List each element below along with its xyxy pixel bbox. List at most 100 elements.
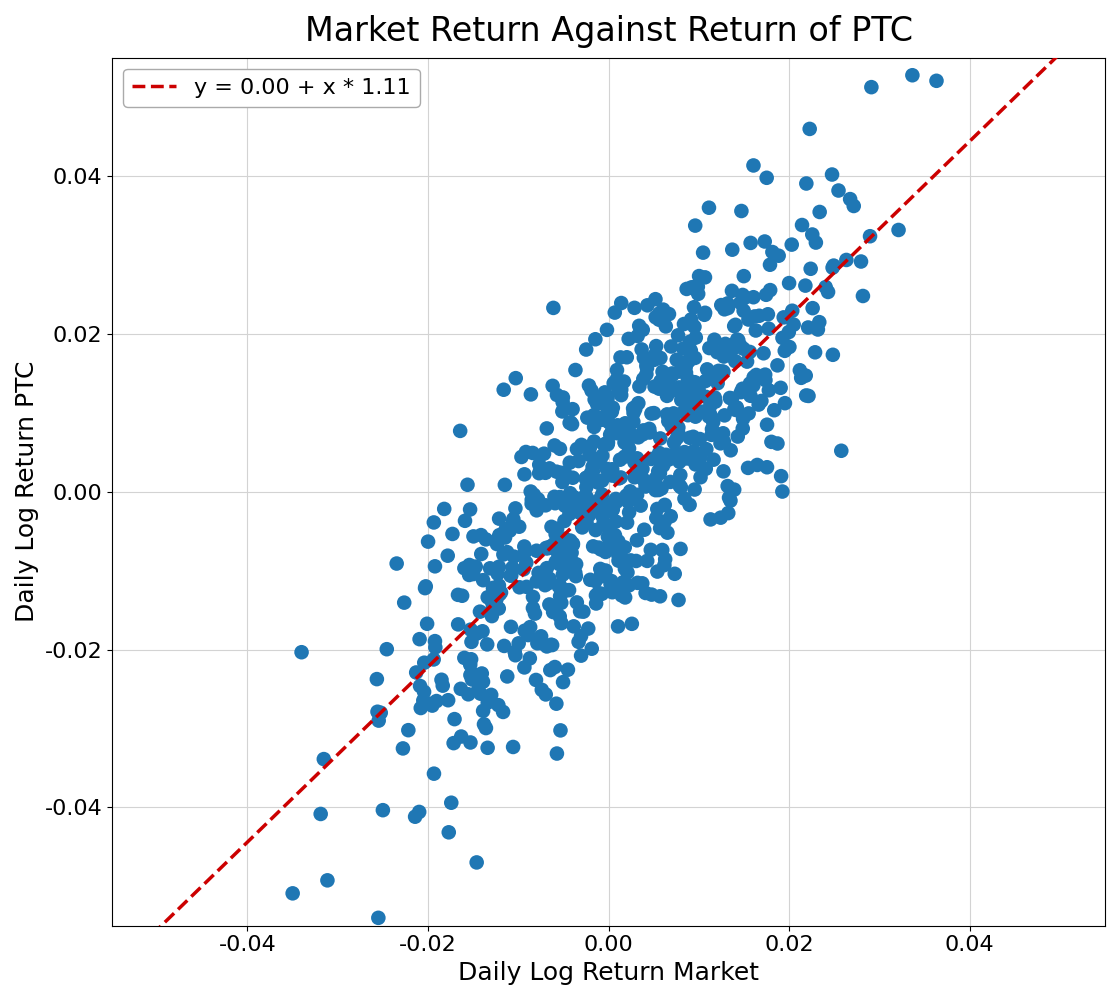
Point — [603, 404, 620, 420]
Point — [601, 427, 619, 443]
Point — [626, 401, 644, 417]
Point — [571, 505, 589, 521]
Point — [674, 341, 692, 357]
Point — [585, 407, 603, 423]
Point — [511, 519, 529, 535]
Point — [562, 414, 580, 430]
Point — [529, 635, 547, 651]
Point — [612, 349, 629, 365]
Point — [577, 342, 595, 358]
Point — [927, 73, 945, 89]
Title: Market Return Against Return of PTC: Market Return Against Return of PTC — [305, 15, 913, 48]
Point — [489, 577, 507, 593]
Point — [372, 705, 390, 721]
Point — [616, 539, 634, 555]
Point — [724, 341, 741, 357]
Point — [585, 419, 603, 435]
Point — [456, 560, 474, 576]
Point — [904, 67, 922, 83]
Point — [700, 370, 718, 386]
Point — [532, 635, 550, 651]
Point — [603, 504, 620, 520]
Point — [650, 381, 668, 397]
Point — [492, 584, 510, 600]
Point — [562, 545, 580, 561]
Point — [582, 641, 600, 657]
Point — [641, 421, 659, 437]
Point — [679, 407, 697, 423]
Point — [408, 664, 426, 680]
Point — [587, 331, 605, 347]
Point — [637, 358, 655, 374]
Point — [616, 435, 634, 451]
Point — [494, 546, 512, 562]
Point — [622, 483, 640, 499]
Point — [824, 347, 842, 363]
Point — [458, 477, 476, 493]
Point — [646, 470, 664, 486]
Point — [654, 364, 672, 380]
Point — [682, 451, 700, 467]
Point — [700, 408, 718, 424]
Point — [554, 389, 572, 405]
Point — [418, 616, 436, 632]
Point — [633, 341, 651, 357]
Point — [474, 572, 492, 588]
Point — [638, 553, 656, 569]
Point — [599, 435, 617, 451]
Point — [495, 638, 513, 654]
Point — [665, 566, 683, 582]
Point — [538, 540, 556, 556]
Point — [745, 377, 763, 393]
Point — [852, 254, 870, 270]
Point — [539, 540, 557, 556]
Point — [746, 308, 764, 324]
Point — [691, 469, 709, 485]
Point — [578, 479, 596, 495]
Point — [629, 453, 647, 469]
Point — [542, 637, 560, 653]
Point — [556, 513, 573, 529]
Point — [612, 469, 629, 485]
Point — [651, 520, 669, 536]
Point — [563, 537, 581, 553]
Point — [567, 568, 585, 584]
Point — [468, 854, 486, 870]
Point — [585, 434, 603, 450]
Point — [776, 395, 794, 411]
Point — [622, 552, 640, 568]
Point — [702, 427, 720, 443]
Point — [596, 505, 614, 521]
Point — [687, 456, 704, 472]
Point — [642, 542, 660, 558]
Point — [693, 404, 711, 420]
Point — [596, 541, 614, 557]
Point — [634, 471, 652, 487]
Point — [776, 343, 794, 359]
Point — [648, 564, 666, 580]
Point — [568, 441, 586, 457]
Point — [717, 336, 735, 352]
Point — [454, 588, 472, 604]
Point — [715, 349, 732, 365]
Point — [482, 560, 500, 576]
Point — [609, 618, 627, 634]
Point — [735, 341, 753, 357]
Point — [797, 176, 815, 192]
Point — [681, 334, 699, 350]
Point — [311, 806, 329, 822]
Point — [608, 371, 626, 387]
Point — [659, 375, 676, 391]
Point — [491, 527, 508, 543]
Point — [747, 323, 765, 339]
Point — [495, 382, 513, 398]
Point — [478, 589, 496, 605]
Point — [823, 260, 841, 276]
Point — [763, 434, 781, 450]
Point — [594, 508, 612, 524]
Point — [652, 350, 670, 366]
Point — [747, 367, 765, 383]
Point — [489, 559, 507, 575]
Point — [732, 384, 750, 400]
Point — [748, 457, 766, 473]
